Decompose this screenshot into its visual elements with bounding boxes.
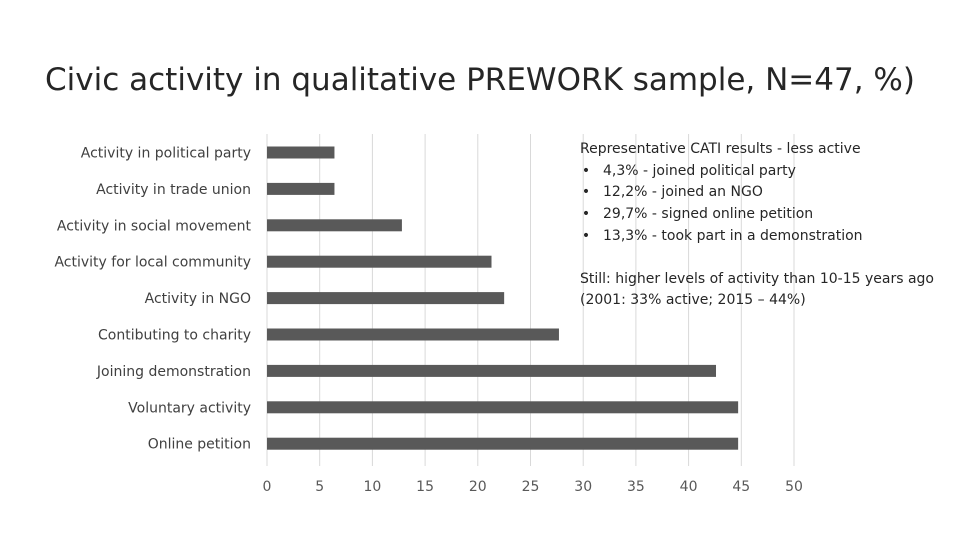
category-labels: Activity in political party Activity in t… (54, 146, 251, 453)
notes-bullet-item: • 29,7% - signed online petition (580, 204, 955, 226)
x-tick-label: 45 (732, 479, 750, 495)
category-label: Activity in political party (81, 146, 251, 162)
notes-comparison: Still: higher levels of activity than 10… (580, 269, 955, 312)
notes-bullet-item: • 12,2% - joined an NGO (580, 182, 955, 204)
bullet-icon: • (581, 184, 591, 201)
category-label: Voluntary activity (128, 400, 251, 416)
notes-bullet-item: • 13,3% - took part in a demonstration (580, 226, 955, 248)
category-label: Activity in social movement (57, 218, 252, 234)
x-tick-label: 30 (574, 479, 592, 495)
bar (267, 364, 717, 377)
x-tick-label: 35 (627, 479, 645, 495)
x-axis-tick-labels: 0 5 10 15 20 25 30 35 40 45 50 (263, 479, 803, 495)
notes-bullet-text: 12,2% - joined an NGO (603, 184, 763, 201)
notes-bullet-text: 13,3% - took part in a demonstration (603, 227, 863, 244)
slide-title: Civic activity in qualitative PREWORK sa… (45, 62, 915, 98)
category-label: Joining demonstration (96, 364, 251, 380)
bar (267, 146, 335, 159)
bar (267, 292, 505, 305)
bar (267, 437, 739, 450)
x-tick-label: 5 (315, 479, 324, 495)
bar (267, 255, 492, 268)
notes-bullet-text: 29,7% - signed online petition (603, 206, 814, 223)
bar (267, 219, 402, 232)
bullet-icon: • (581, 227, 591, 244)
x-tick-label: 50 (785, 479, 803, 495)
x-tick-label: 0 (263, 479, 272, 495)
x-tick-label: 15 (416, 479, 434, 495)
x-tick-label: 25 (522, 479, 540, 495)
x-tick-label: 10 (363, 479, 381, 495)
bullet-icon: • (581, 162, 591, 179)
notes-bullet-text: 4,3% - joined political party (603, 162, 796, 179)
bars (267, 146, 739, 450)
notes-bullet-item: • 4,3% - joined political party (580, 161, 955, 183)
category-label: Activity in trade union (96, 182, 251, 198)
bar (267, 401, 739, 414)
bullet-icon: • (581, 206, 591, 223)
notes-comparison-years: (2001: 33% active; 2015 – 44%) (580, 292, 806, 309)
category-label: Activity in NGO (145, 291, 251, 307)
notes-bullet-list: • 4,3% - joined political party • 12,2% - … (580, 161, 955, 248)
category-label: Contibuting to charity (98, 328, 251, 344)
bar (267, 328, 559, 341)
x-tick-label: 20 (469, 479, 487, 495)
x-tick-label: 40 (680, 479, 698, 495)
category-label: Activity for local community (54, 255, 251, 271)
notes-box: Representative CATI results - less activ… (580, 139, 955, 312)
bar (267, 182, 335, 195)
category-label: Online petition (148, 437, 251, 453)
notes-heading: Representative CATI results - less activ… (580, 141, 861, 157)
notes-comparison-line: Still: higher levels of activity than 10… (580, 270, 934, 287)
